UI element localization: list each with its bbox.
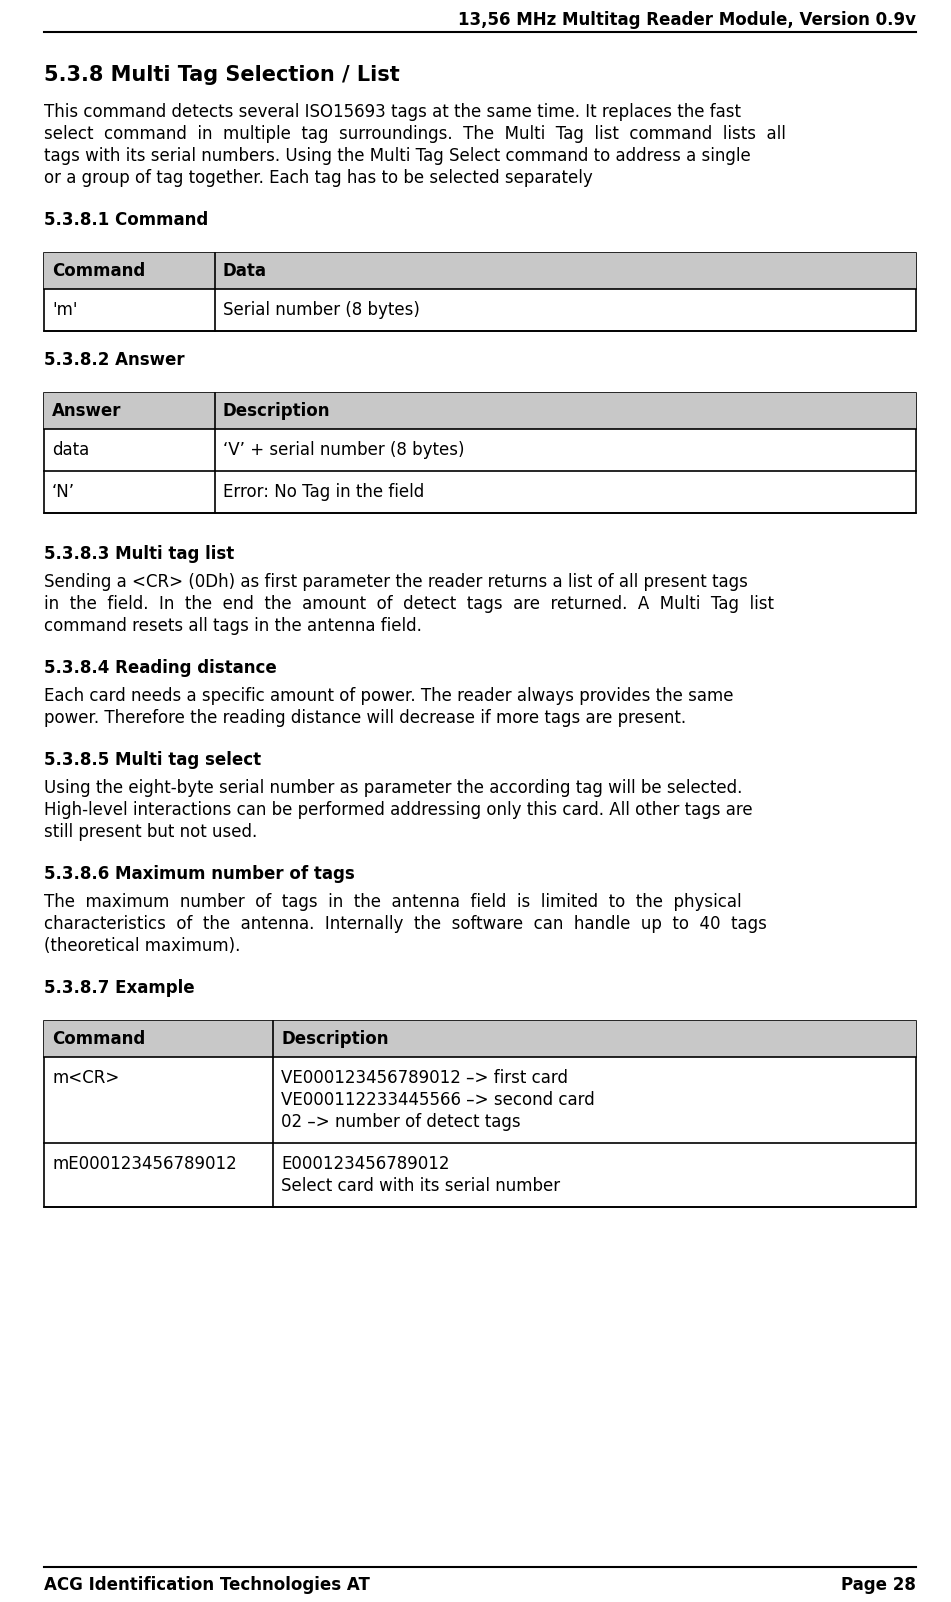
Text: Select card with its serial number: Select card with its serial number xyxy=(281,1177,560,1195)
Text: ACG Identification Technologies AT: ACG Identification Technologies AT xyxy=(44,1576,370,1594)
Text: Description: Description xyxy=(223,402,330,420)
Text: This command detects several ISO15693 tags at the same time. It replaces the fas: This command detects several ISO15693 ta… xyxy=(44,103,741,122)
Text: VE000112233445566 –> second card: VE000112233445566 –> second card xyxy=(281,1091,595,1109)
Text: mE000123456789012: mE000123456789012 xyxy=(52,1155,237,1173)
Text: Serial number (8 bytes): Serial number (8 bytes) xyxy=(223,301,419,319)
Text: 13,56 MHz Multitag Reader Module, Version 0.9v: 13,56 MHz Multitag Reader Module, Versio… xyxy=(458,11,916,29)
Text: Answer: Answer xyxy=(52,402,122,420)
Text: select  command  in  multiple  tag  surroundings.  The  Multi  Tag  list  comman: select command in multiple tag surroundi… xyxy=(44,125,786,143)
Text: 5.3.8.3 Multi tag list: 5.3.8.3 Multi tag list xyxy=(44,545,234,562)
Text: 02 –> number of detect tags: 02 –> number of detect tags xyxy=(281,1113,521,1131)
Text: m<CR>: m<CR> xyxy=(52,1069,120,1088)
Text: Sending a <CR> (0Dh) as first parameter the reader returns a list of all present: Sending a <CR> (0Dh) as first parameter … xyxy=(44,574,747,591)
Text: characteristics  of  the  antenna.  Internally  the  software  can  handle  up  : characteristics of the antenna. Internal… xyxy=(44,915,767,932)
Text: 5.3.8.4 Reading distance: 5.3.8.4 Reading distance xyxy=(44,658,277,678)
Bar xyxy=(44,392,916,513)
Text: data: data xyxy=(52,441,89,460)
Text: ‘N’: ‘N’ xyxy=(52,482,75,501)
Text: 5.3.8.1 Command: 5.3.8.1 Command xyxy=(44,211,208,229)
Text: or a group of tag together. Each tag has to be selected separately: or a group of tag together. Each tag has… xyxy=(44,168,592,187)
Text: Each card needs a specific amount of power. The reader always provides the same: Each card needs a specific amount of pow… xyxy=(44,687,733,705)
Bar xyxy=(44,253,916,332)
Text: 5.3.8.2 Answer: 5.3.8.2 Answer xyxy=(44,351,184,368)
Text: High-level interactions can be performed addressing only this card. All other ta: High-level interactions can be performed… xyxy=(44,801,752,819)
Text: Command: Command xyxy=(52,263,146,280)
Text: 'm': 'm' xyxy=(52,301,77,319)
Text: Using the eight-byte serial number as parameter the according tag will be select: Using the eight-byte serial number as pa… xyxy=(44,779,743,798)
Text: The  maximum  number  of  tags  in  the  antenna  field  is  limited  to  the  p: The maximum number of tags in the antenn… xyxy=(44,892,742,912)
Text: VE000123456789012 –> first card: VE000123456789012 –> first card xyxy=(281,1069,569,1088)
Text: E000123456789012: E000123456789012 xyxy=(281,1155,450,1173)
Text: Data: Data xyxy=(223,263,267,280)
Bar xyxy=(44,1020,916,1057)
Text: 5.3.8.5 Multi tag select: 5.3.8.5 Multi tag select xyxy=(44,751,262,769)
Text: Command: Command xyxy=(52,1030,146,1048)
Text: (theoretical maximum).: (theoretical maximum). xyxy=(44,937,241,955)
Bar xyxy=(44,253,916,288)
Text: 5.3.8.6 Maximum number of tags: 5.3.8.6 Maximum number of tags xyxy=(44,865,355,883)
Text: command resets all tags in the antenna field.: command resets all tags in the antenna f… xyxy=(44,617,422,634)
Bar xyxy=(44,392,916,429)
Text: in  the  field.  In  the  end  the  amount  of  detect  tags  are  returned.  A : in the field. In the end the amount of d… xyxy=(44,594,774,614)
Text: ‘V’ + serial number (8 bytes): ‘V’ + serial number (8 bytes) xyxy=(223,441,464,460)
Text: power. Therefore the reading distance will decrease if more tags are present.: power. Therefore the reading distance wi… xyxy=(44,710,686,727)
Text: 5.3.8 Multi Tag Selection / List: 5.3.8 Multi Tag Selection / List xyxy=(44,66,399,85)
Text: still present but not used.: still present but not used. xyxy=(44,823,258,841)
Text: Description: Description xyxy=(281,1030,389,1048)
Text: 5.3.8.7 Example: 5.3.8.7 Example xyxy=(44,979,195,996)
Text: tags with its serial numbers. Using the Multi Tag Select command to address a si: tags with its serial numbers. Using the … xyxy=(44,147,750,165)
Text: Page 28: Page 28 xyxy=(841,1576,916,1594)
Bar xyxy=(44,1020,916,1206)
Text: Error: No Tag in the field: Error: No Tag in the field xyxy=(223,482,424,501)
